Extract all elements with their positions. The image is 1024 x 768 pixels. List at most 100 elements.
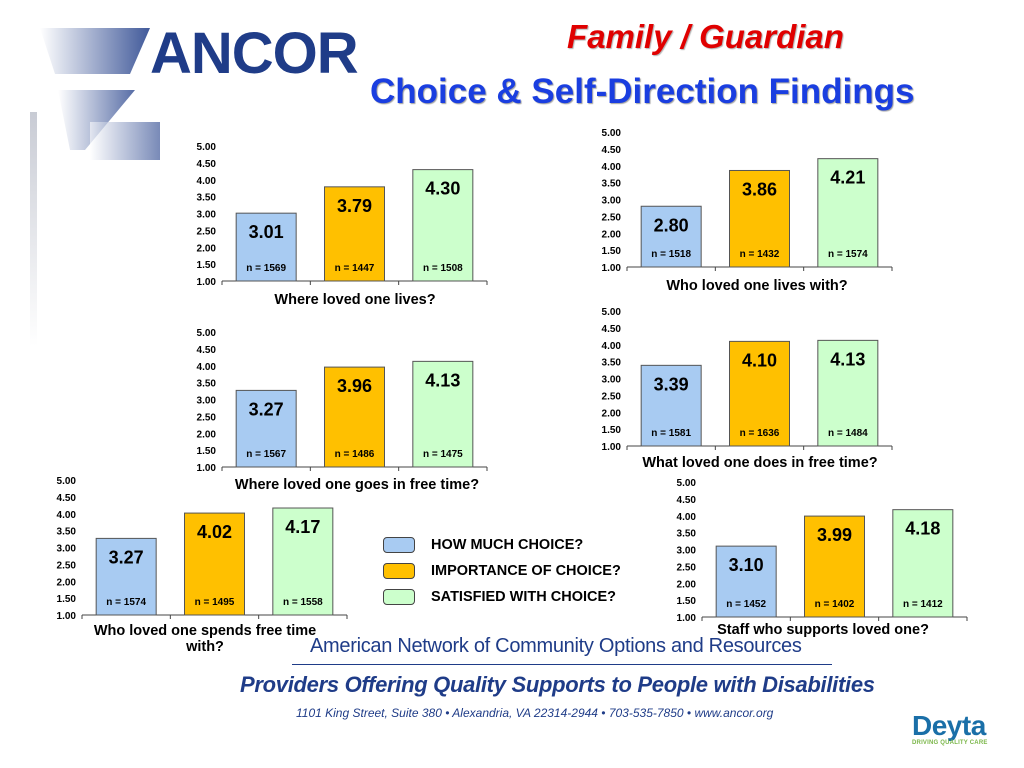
bar-value-label: 3.79 [337, 196, 372, 216]
bar-how-much-choice [640, 364, 702, 447]
bar-n-label: n = 1558 [283, 597, 323, 608]
legend-label: IMPORTANCE OF CHOICE? [431, 563, 621, 579]
y-tick-label: 4.50 [677, 495, 697, 506]
y-tick-label: 5.00 [197, 142, 217, 153]
chart-lives-with: 1.00 1.50 2.00 2.50 3.00 3.50 4.00 4.50 5.00 2.80… [585, 124, 905, 284]
chart-does-free-time: 1.00 1.50 2.00 2.50 3.00 3.50 4.00 4.50 5.00 3.39… [585, 303, 905, 463]
bar-value-label: 2.80 [654, 215, 689, 235]
bar-n-label: n = 1475 [423, 449, 463, 460]
chart-where-lives: 1.00 1.50 2.00 2.50 3.00 3.50 4.00 4.50 5.00 3.01… [180, 138, 500, 298]
y-tick-label: 1.00 [57, 611, 77, 622]
bar-satisfied-with-choice [892, 509, 954, 618]
y-tick-label: 3.50 [197, 193, 217, 204]
y-tick-label: 4.50 [602, 145, 622, 156]
y-tick-label: 3.00 [197, 396, 217, 407]
y-tick-label: 4.00 [197, 176, 217, 187]
bar-n-label: n = 1484 [828, 428, 868, 439]
y-tick-label: 1.50 [197, 260, 217, 271]
y-tick-label: 2.00 [602, 229, 622, 240]
bar-value-label: 3.86 [742, 179, 777, 199]
ancor-logo-text: ANCOR [150, 21, 359, 86]
y-tick-label: 4.00 [57, 510, 77, 521]
y-tick-label: 5.00 [197, 328, 217, 339]
y-tick-label: 3.00 [602, 196, 622, 207]
y-tick-label: 4.00 [602, 341, 622, 352]
y-tick-label: 2.50 [677, 562, 697, 573]
chart-title-staff-supports: Staff who supports loved one? [717, 622, 929, 638]
bar-n-label: n = 1452 [726, 599, 766, 610]
footer-org-name: American Network of Community Options an… [310, 635, 802, 657]
bar-value-label: 4.02 [197, 522, 232, 542]
bar-value-label: 3.27 [249, 399, 284, 419]
y-tick-label: 3.50 [677, 529, 697, 540]
y-tick-label: 3.00 [677, 546, 697, 557]
bar-satisfied-with-choice [272, 507, 334, 616]
y-tick-label: 1.50 [602, 246, 622, 257]
bar-importance-of-choice [184, 512, 245, 616]
bar-value-label: 4.30 [425, 179, 460, 199]
legend-item-how-much-choice: HOW MUCH CHOICE? [383, 532, 621, 558]
bar-n-label: n = 1402 [815, 599, 855, 610]
deyta-tagline: DRIVING QUALITY CARE [912, 740, 988, 746]
chart-title-lives-with: Who loved one lives with? [666, 278, 848, 294]
bar-value-label: 3.39 [654, 374, 689, 394]
legend-item-importance-of-choice: IMPORTANCE OF CHOICE? [383, 558, 621, 584]
y-tick-label: 2.50 [57, 560, 77, 571]
bar-satisfied-with-choice [817, 339, 879, 447]
y-tick-label: 1.50 [57, 594, 77, 605]
ancor-logo-mark [30, 28, 160, 346]
y-tick-label: 1.50 [602, 425, 622, 436]
bar-importance-of-choice [324, 366, 385, 468]
bar-how-much-choice [235, 389, 297, 468]
y-tick-label: 4.00 [677, 512, 697, 523]
y-tick-label: 4.50 [197, 345, 217, 356]
bar-n-label: n = 1518 [651, 249, 691, 260]
footer-tagline: Providers Offering Quality Supports to P… [240, 672, 875, 697]
page-title: Family / Guardian [567, 18, 844, 55]
y-tick-label: 2.00 [677, 579, 697, 590]
chart-staff-supports: 1.00 1.50 2.00 2.50 3.00 3.50 4.00 4.50 5.00 3.10… [660, 474, 980, 634]
y-tick-label: 1.00 [602, 263, 622, 274]
page-subtitle: Choice & Self-Direction Findings [370, 72, 915, 111]
bar-n-label: n = 1581 [651, 428, 691, 439]
chart-title-does-free-time: What loved one does in free time? [642, 455, 878, 471]
chart-goes-free-time: 1.00 1.50 2.00 2.50 3.00 3.50 4.00 4.50 5.00 3.27… [180, 324, 500, 484]
y-tick-label: 2.50 [197, 412, 217, 423]
bar-n-label: n = 1412 [903, 599, 943, 610]
y-tick-label: 4.50 [197, 159, 217, 170]
bar-satisfied-with-choice [412, 169, 474, 282]
bar-value-label: 3.96 [337, 376, 372, 396]
y-tick-label: 1.50 [197, 446, 217, 457]
y-tick-label: 2.00 [197, 429, 217, 440]
bar-value-label: 3.27 [109, 547, 144, 567]
footer-address: 1101 King Street, Suite 380 • Alexandria… [296, 706, 774, 720]
y-tick-label: 4.50 [57, 493, 77, 504]
y-tick-label: 2.50 [602, 212, 622, 223]
deyta-logo: Deyta DRIVING QUALITY CARE [912, 712, 988, 747]
y-tick-label: 1.00 [602, 442, 622, 453]
bar-value-label: 4.13 [425, 370, 460, 390]
legend-swatch-satisfied-with-choice [383, 589, 415, 605]
bar-n-label: n = 1567 [246, 449, 286, 460]
bar-value-label: 4.18 [905, 519, 940, 539]
bar-importance-of-choice [804, 515, 865, 618]
chart-spends-free-time-with: 1.00 1.50 2.00 2.50 3.00 3.50 4.00 4.50 5.00 3.27… [40, 472, 360, 632]
bar-how-much-choice [95, 537, 157, 616]
bar-n-label: n = 1486 [335, 449, 375, 460]
bar-value-label: 4.17 [285, 517, 320, 537]
ancor-logo: ANCOR [0, 0, 390, 350]
bar-value-label: 3.01 [249, 222, 284, 242]
y-tick-label: 5.00 [57, 476, 77, 487]
legend-label: HOW MUCH CHOICE? [431, 537, 584, 553]
chart-title-where-lives: Where loved one lives? [274, 292, 436, 308]
legend-swatch-importance-of-choice [383, 563, 415, 579]
y-tick-label: 1.00 [197, 463, 217, 474]
y-tick-label: 2.00 [602, 408, 622, 419]
y-tick-label: 5.00 [677, 478, 697, 489]
y-tick-label: 4.00 [602, 162, 622, 173]
y-tick-label: 3.00 [57, 544, 77, 555]
bar-how-much-choice [715, 545, 777, 618]
bar-value-label: 3.10 [729, 555, 764, 575]
bar-value-label: 4.10 [742, 350, 777, 370]
y-tick-label: 3.50 [602, 358, 622, 369]
